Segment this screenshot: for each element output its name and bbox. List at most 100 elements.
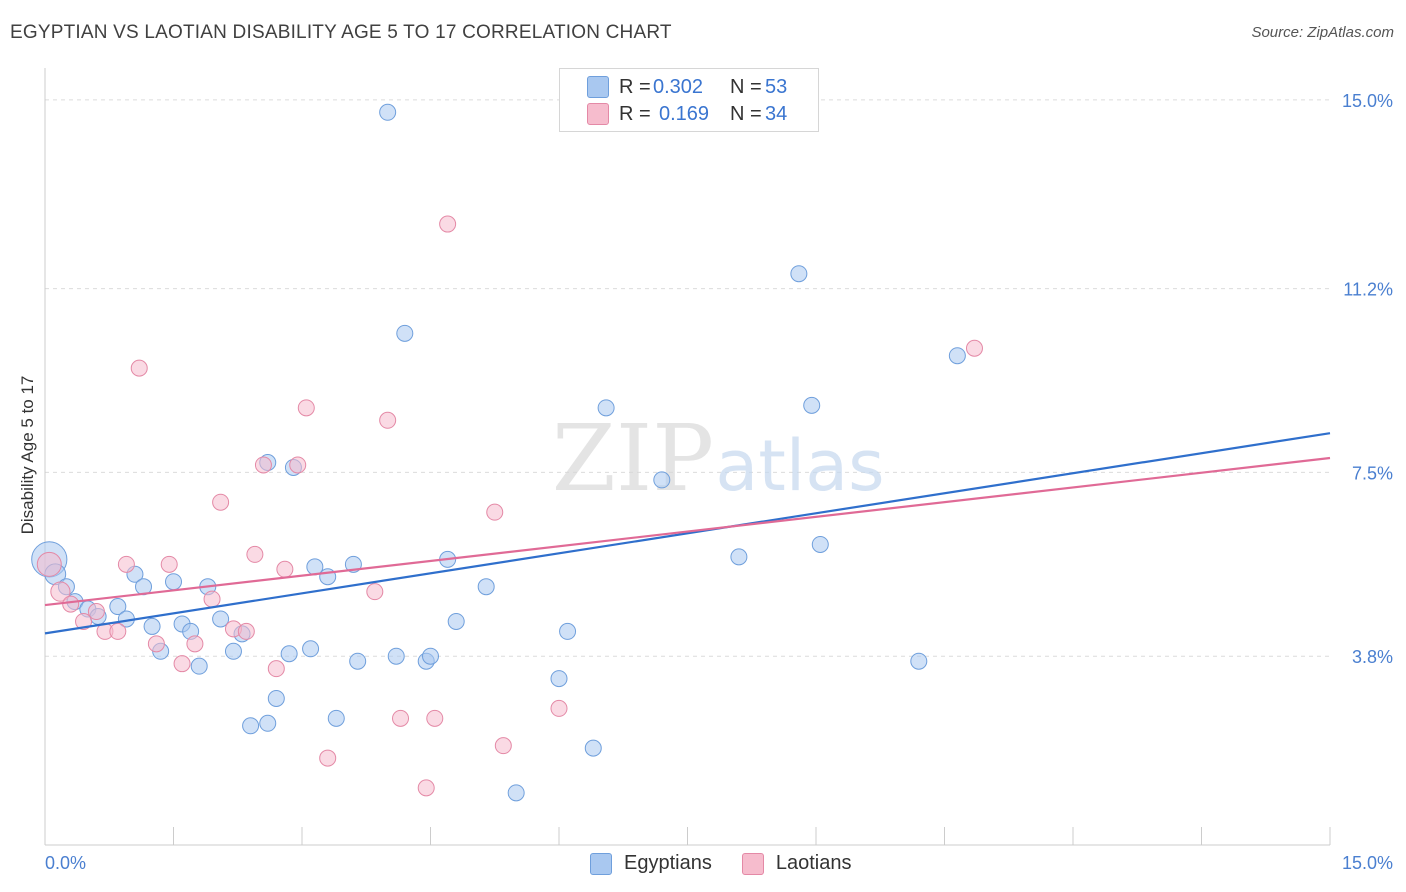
- legend-swatch-egyptians: [587, 76, 609, 98]
- legend-stats: R = 0.302 N = 53 R = 0.169 N = 34: [559, 68, 819, 132]
- laotian-point: [426, 709, 444, 727]
- egyptian-point: [550, 670, 568, 688]
- laotian-point: [50, 581, 71, 602]
- legend-series: Egyptians Laotians: [590, 852, 881, 875]
- egyptian-point: [109, 598, 127, 616]
- egyptian-point: [653, 471, 671, 489]
- laotian-point: [62, 595, 80, 613]
- legend-n-value: 34: [765, 102, 788, 125]
- y-tick-label: 7.5%: [1352, 463, 1393, 483]
- legend-n-label: N =: [730, 102, 762, 125]
- y-tick-label: 15.0%: [1342, 91, 1393, 111]
- legend-swatch-laotians: [587, 103, 609, 125]
- chart-title: EGYPTIAN VS LAOTIAN DISABILITY AGE 5 TO …: [10, 22, 672, 43]
- legend-swatch-egyptians: [590, 852, 612, 875]
- y-axis-label: Disability Age 5 to 17: [18, 376, 37, 535]
- egyptian-point: [811, 535, 829, 553]
- legend-r-value: 0.169: [659, 102, 710, 125]
- laotian-point: [276, 560, 294, 578]
- legend-swatch-laotians: [741, 852, 764, 875]
- egyptian-point: [422, 647, 439, 665]
- laotian-point: [379, 411, 397, 429]
- laotian-point: [130, 359, 148, 377]
- source-label: Source: ZipAtlas.com: [1251, 24, 1394, 41]
- legend-r-label: R =: [619, 102, 651, 125]
- legend-n-label: N =: [730, 75, 762, 98]
- egyptian-point: [559, 622, 577, 640]
- egyptian-point: [190, 657, 208, 675]
- laotian-point: [75, 612, 93, 630]
- laotian-point: [392, 709, 410, 727]
- egyptian-point: [143, 617, 161, 635]
- legend-label-egyptians: Egyptians: [624, 852, 712, 874]
- laotian-point: [494, 737, 512, 755]
- laotian-point: [117, 555, 135, 573]
- legend-row-egyptians: R = 0.302 N = 53: [560, 74, 818, 100]
- laotian-point: [237, 622, 255, 640]
- x-tick-label: 0.0%: [45, 853, 86, 873]
- egyptian-point: [242, 717, 260, 735]
- watermark-atlas: atlas: [715, 425, 884, 507]
- laotian-point: [254, 456, 272, 474]
- axis-labels: Disability Age 5 to 17 3.8% 7.5% 11.2% 15.0…: [18, 91, 1393, 873]
- laotian-point: [965, 339, 983, 357]
- laotian-point: [203, 590, 221, 608]
- laotian-point: [550, 699, 568, 717]
- egyptian-point: [396, 324, 414, 342]
- legend-item-egyptians[interactable]: Egyptians: [590, 852, 712, 875]
- egyptian-point: [379, 103, 397, 121]
- laotian-point: [212, 493, 230, 511]
- legend-label-laotians: Laotians: [775, 852, 852, 874]
- laotian-point: [486, 503, 504, 521]
- egyptian-point: [584, 739, 602, 757]
- egyptian-trend-line: [44, 432, 1331, 635]
- laotian-point: [36, 551, 62, 577]
- egyptian-point: [948, 347, 966, 365]
- laotian-trend-line: [44, 456, 1331, 607]
- watermark-zip: ZIP: [552, 405, 714, 512]
- egyptian-point: [259, 714, 277, 732]
- egyptian-point: [302, 640, 320, 658]
- egyptian-point: [349, 652, 367, 670]
- laotian-point: [319, 749, 337, 767]
- x-tick-label: 15.0%: [1342, 853, 1393, 873]
- laotian-point: [417, 779, 435, 797]
- legend-row-laotians: R = 0.169 N = 34: [560, 101, 818, 127]
- egyptian-point: [803, 396, 821, 414]
- laotian-point: [267, 660, 285, 678]
- laotian-point: [186, 635, 204, 653]
- egyptian-point: [790, 265, 808, 283]
- laotian-point: [289, 456, 307, 474]
- y-tick-label: 11.2%: [1343, 280, 1393, 300]
- legend-n-value: 53: [765, 75, 788, 98]
- laotian-point: [439, 215, 457, 233]
- egyptian-point: [267, 689, 285, 707]
- data-points: [31, 103, 983, 802]
- egyptian-point: [910, 652, 928, 670]
- laotian-point: [87, 603, 105, 621]
- egyptian-point: [730, 548, 748, 566]
- egyptian-point: [387, 647, 405, 665]
- laotian-point: [160, 555, 178, 573]
- laotian-point: [147, 635, 165, 653]
- legend-r-value: 0.302: [653, 75, 704, 98]
- y-tick-label: 3.8%: [1352, 647, 1393, 667]
- egyptian-point: [327, 709, 345, 727]
- laotian-point: [366, 583, 384, 601]
- egyptian-point: [447, 612, 465, 630]
- watermark: ZIP atlas: [552, 405, 885, 512]
- laotian-point: [109, 622, 127, 640]
- laotian-point: [246, 545, 264, 563]
- egyptian-point: [224, 642, 242, 660]
- egyptian-point: [507, 784, 525, 802]
- egyptian-point: [212, 610, 230, 628]
- axes: [44, 68, 1331, 846]
- legend-item-laotians[interactable]: Laotians: [741, 852, 852, 875]
- egyptian-point: [477, 578, 495, 596]
- egyptian-point: [597, 399, 615, 417]
- grid-lines: [45, 99, 1330, 657]
- laotian-point: [173, 655, 191, 673]
- trend-lines: [44, 432, 1331, 635]
- legend-r-label: R =: [619, 75, 651, 98]
